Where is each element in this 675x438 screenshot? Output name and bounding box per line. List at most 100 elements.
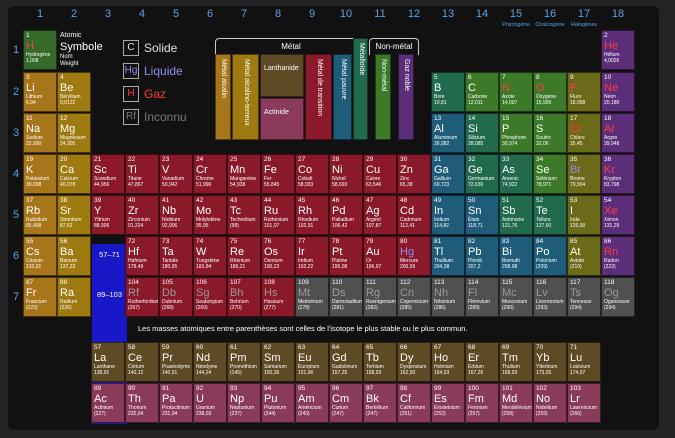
element-ac[interactable]: 89 Ac Actinium (227) (91, 383, 125, 423)
element-sr[interactable]: 38 Sr Strontium 87,62 (57, 195, 91, 235)
element-u[interactable]: 92 U Uranium 238,03 (193, 383, 227, 423)
element-f[interactable]: 9 F Fluor 18,998 (567, 72, 601, 112)
element-kr[interactable]: 36 Kr Krypton 83,798 (601, 154, 635, 194)
element-mt[interactable]: 109 Mt Meitnérium (278) (295, 277, 329, 317)
element-er[interactable]: 68 Er Erbium 167,26 (465, 342, 499, 382)
element-dy[interactable]: 66 Dy Dysprosium 162,50 (397, 342, 431, 382)
element-at[interactable]: 85 At Astate (210) (567, 236, 601, 276)
element-pd[interactable]: 46 Pd Palladium 106,42 (329, 195, 363, 235)
element-cr[interactable]: 24 Cr Chrome 51,996 (193, 154, 227, 194)
element-nh[interactable]: 113 Nh Nihonium (286) (431, 277, 465, 317)
element-as[interactable]: 33 As Arsenic 74,922 (499, 154, 533, 194)
element-cu[interactable]: 29 Cu Cuivre 63,546 (363, 154, 397, 194)
element-th[interactable]: 90 Th Thorium 232,04 (125, 383, 159, 423)
element-tl[interactable]: 81 Tl Thallium 204,38 (431, 236, 465, 276)
element-mc[interactable]: 115 Mc Moscovium (290) (499, 277, 533, 317)
element-ds[interactable]: 110 Ds Darmstadtium (281) (329, 277, 363, 317)
element-sn[interactable]: 50 Sn Étain 118,71 (465, 195, 499, 235)
element-ti[interactable]: 22 Ti Titane 47,867 (125, 154, 159, 194)
element-bh[interactable]: 107 Bh Bohrium (270) (227, 277, 261, 317)
element-v[interactable]: 23 V Vanadium 50,942 (159, 154, 193, 194)
element-cl[interactable]: 17 Cl Chlore 35,45 (567, 113, 601, 153)
element-co[interactable]: 27 Co Cobalt 58,933 (295, 154, 329, 194)
element-bi[interactable]: 83 Bi Bismuth 208,98 (499, 236, 533, 276)
element-fe[interactable]: 26 Fe Fer 55,845 (261, 154, 295, 194)
element-mo[interactable]: 42 Mo Molybdène 95,95 (193, 195, 227, 235)
element-ni[interactable]: 28 Ni Nickel 58,693 (329, 154, 363, 194)
element-ca[interactable]: 20 Ca Calcium 40,078 (57, 154, 91, 194)
element-ir[interactable]: 77 Ir Iridium 192,22 (295, 236, 329, 276)
element-he[interactable]: 2 He Hélium 4,0026 (601, 30, 635, 70)
element-si[interactable]: 14 Si Silicium 28,085 (465, 113, 499, 153)
element-md[interactable]: 101 Md Mendélévium (258) (499, 383, 533, 423)
element-eu[interactable]: 63 Eu Europium 151,96 (295, 342, 329, 382)
element-in[interactable]: 49 In Indium 114,82 (431, 195, 465, 235)
element-o[interactable]: 8 O Oxygène 15,999 (533, 72, 567, 112)
element-bk[interactable]: 97 Bk Berkélium (247) (363, 383, 397, 423)
element-ce[interactable]: 58 Ce Cérium 140,12 (125, 342, 159, 382)
element-nd[interactable]: 60 Nd Néodyme 144,24 (193, 342, 227, 382)
element-ts[interactable]: 117 Ts Tennesse (294) (567, 277, 601, 317)
element-cd[interactable]: 48 Cd Cadmium 112,41 (397, 195, 431, 235)
element-b[interactable]: 5 B Bore 10,81 (431, 72, 465, 112)
element-cf[interactable]: 98 Cf Californium (251) (397, 383, 431, 423)
element-fr[interactable]: 87 Fr Francium (223) (23, 277, 57, 317)
element-pu[interactable]: 94 Pu Plutonium (244) (261, 383, 295, 423)
element-pa[interactable]: 91 Pa Protactinium 231,04 (159, 383, 193, 423)
element-os[interactable]: 76 Os Osmium 190,23 (261, 236, 295, 276)
element-mn[interactable]: 25 Mn Manganèse 54,938 (227, 154, 261, 194)
element-ra[interactable]: 88 Ra Radium (226) (57, 277, 91, 317)
element-hs[interactable]: 108 Hs Hassium (277) (261, 277, 295, 317)
element-xe[interactable]: 54 Xe Xénon 131,29 (601, 195, 635, 235)
element-sm[interactable]: 62 Sm Samarium 150,36 (261, 342, 295, 382)
element-mg[interactable]: 12 Mg Magnésium 24,305 (57, 113, 91, 153)
element-te[interactable]: 52 Te Tellure 127,60 (533, 195, 567, 235)
element-al[interactable]: 13 Al Aluminium 26,982 (431, 113, 465, 153)
element-pr[interactable]: 59 Pr Praséodyme 140,91 (159, 342, 193, 382)
element-li[interactable]: 3 Li Lithium 6,94 (23, 72, 57, 112)
element-no[interactable]: 102 No Nobélium (259) (533, 383, 567, 423)
element-hg[interactable]: 80 Hg Mercure 200,59 (397, 236, 431, 276)
element-la[interactable]: 57 La Lanthane 138,91 (91, 342, 125, 382)
element-rg[interactable]: 111 Rg Roentgenium (282) (363, 277, 397, 317)
element-ga[interactable]: 31 Ga Gallium 69,723 (431, 154, 465, 194)
element-i[interactable]: 53 I Iode 126,90 (567, 195, 601, 235)
element-zn[interactable]: 30 Zn Zinc 65,38 (397, 154, 431, 194)
element-cm[interactable]: 96 Cm Curium (247) (329, 383, 363, 423)
element-sc[interactable]: 21 Sc Scandium 44,956 (91, 154, 125, 194)
element-rh[interactable]: 45 Rh Rhodium 102,91 (295, 195, 329, 235)
element-re[interactable]: 75 Re Rhénium 186,21 (227, 236, 261, 276)
element-ne[interactable]: 10 Ne Néon 20,180 (601, 72, 635, 112)
element-ho[interactable]: 67 Ho Holmium 164,93 (431, 342, 465, 382)
element-ba[interactable]: 56 Ba Baryum 137,33 (57, 236, 91, 276)
element-au[interactable]: 79 Au Or 196,97 (363, 236, 397, 276)
element-ag[interactable]: 47 Ag Argent 107,87 (363, 195, 397, 235)
element-p[interactable]: 15 P Phosphore 30,974 (499, 113, 533, 153)
element-lu[interactable]: 71 Lu Lutécium 174,97 (567, 342, 601, 382)
element-k[interactable]: 19 K Potassium 39,098 (23, 154, 57, 194)
element-yb[interactable]: 70 Yb Ytterbium 173,05 (533, 342, 567, 382)
element-h[interactable]: 1 H Hydrogène 1,008 (23, 30, 57, 70)
element-np[interactable]: 93 Np Neptunium (237) (227, 383, 261, 423)
element-tm[interactable]: 69 Tm Thulium 168,93 (499, 342, 533, 382)
element-s[interactable]: 16 S Soufre 32,06 (533, 113, 567, 153)
element-ta[interactable]: 73 Ta Tantale 180,95 (159, 236, 193, 276)
element-c[interactable]: 6 C Carbone 12,011 (465, 72, 499, 112)
element-rn[interactable]: 86 Rn Radon (222) (601, 236, 635, 276)
element-rb[interactable]: 37 Rb Rubidium 85,468 (23, 195, 57, 235)
element-pm[interactable]: 61 Pm Prométhium (145) (227, 342, 261, 382)
element-zr[interactable]: 40 Zr Zirconium 91,224 (125, 195, 159, 235)
element-db[interactable]: 105 Db Dubnium (268) (159, 277, 193, 317)
element-fl[interactable]: 114 Fl Flérovium (289) (465, 277, 499, 317)
element-pb[interactable]: 82 Pb Plomb 207,2 (465, 236, 499, 276)
element-hf[interactable]: 72 Hf Hafnium 178,49 (125, 236, 159, 276)
element-cs[interactable]: 55 Cs Césium 132,91 (23, 236, 57, 276)
element-ru[interactable]: 44 Ru Ruthénium 101,07 (261, 195, 295, 235)
element-pt[interactable]: 78 Pt Platine 195,08 (329, 236, 363, 276)
element-ar[interactable]: 18 Ar Argon 39,948 (601, 113, 635, 153)
element-be[interactable]: 4 Be Béryllium 9,0122 (57, 72, 91, 112)
element-sg[interactable]: 106 Sg Seaborgium (269) (193, 277, 227, 317)
element-se[interactable]: 34 Se Sélénium 78,971 (533, 154, 567, 194)
element-fm[interactable]: 100 Fm Fermium (257) (465, 383, 499, 423)
element-am[interactable]: 95 Am Américium (243) (295, 383, 329, 423)
